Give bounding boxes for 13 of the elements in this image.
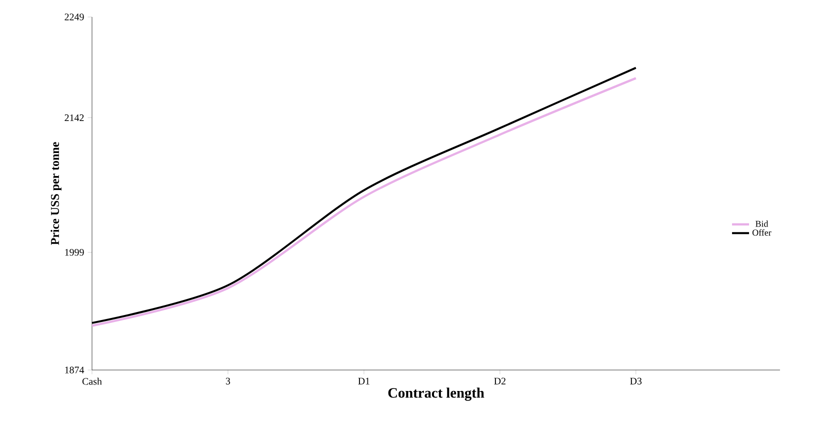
x-tick-label: D3 bbox=[630, 378, 642, 384]
x-tick-label: 3 bbox=[226, 378, 230, 384]
x-tick-label: Cash bbox=[82, 378, 102, 385]
y-tick-label: 2142 bbox=[64, 114, 84, 122]
y-tick-label: 1874 bbox=[65, 366, 84, 374]
x-axis-title: Contract length bbox=[388, 388, 484, 401]
x-tick-label: D1 bbox=[358, 378, 370, 384]
legend-label: Bid bbox=[756, 220, 768, 227]
y-tick-label: 2249 bbox=[64, 14, 84, 20]
legend-label: Offer bbox=[752, 229, 772, 236]
y-axis-title: Price USS per tonne bbox=[50, 142, 62, 245]
x-tick-label: D2 bbox=[494, 378, 506, 384]
y-tick-label: 1999 bbox=[65, 248, 84, 256]
